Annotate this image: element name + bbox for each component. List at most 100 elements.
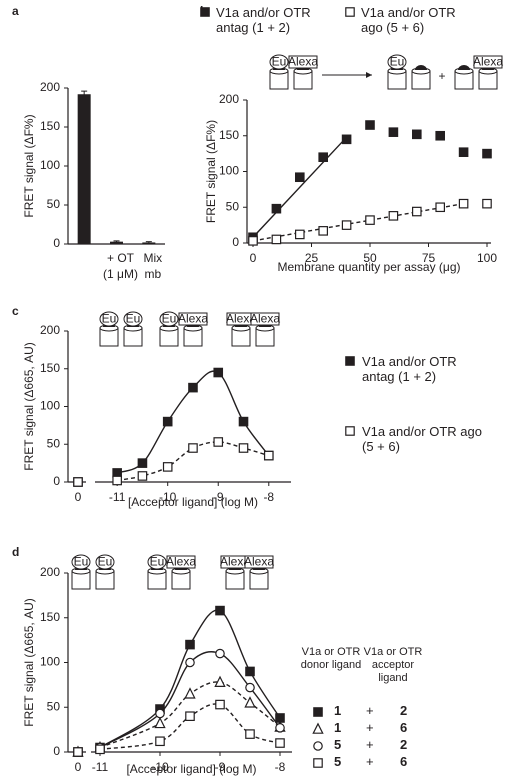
control-point bbox=[73, 477, 83, 487]
data-point bbox=[185, 657, 195, 668]
legend-join: + bbox=[366, 754, 374, 769]
legend-join: + bbox=[366, 720, 374, 735]
data-point bbox=[275, 723, 285, 733]
legend-label: V1a and/or OTR ago (5 + 6) bbox=[362, 424, 482, 454]
acceptor-label-bg bbox=[250, 312, 280, 326]
data-point bbox=[271, 234, 282, 245]
legend-marker bbox=[345, 356, 355, 366]
data-point bbox=[154, 716, 166, 729]
data-point bbox=[238, 416, 249, 427]
x-tick-label: + OT bbox=[107, 251, 135, 265]
data-point bbox=[275, 738, 285, 748]
y-tick-label: 150 bbox=[219, 128, 239, 142]
legend-marker bbox=[313, 741, 323, 751]
donor-label-bg bbox=[71, 554, 91, 570]
icon-label: Alexa bbox=[220, 555, 250, 569]
x-tick-label: 75 bbox=[422, 251, 436, 265]
donor-label-bg bbox=[159, 311, 179, 327]
fit-line bbox=[252, 202, 464, 242]
data-point bbox=[458, 147, 469, 157]
ligand-site bbox=[415, 65, 427, 70]
data-point bbox=[245, 729, 255, 739]
donor-label-bg bbox=[269, 54, 289, 70]
panel-letter: a bbox=[12, 4, 19, 18]
data-point bbox=[185, 711, 195, 721]
icon-label: Eu bbox=[74, 555, 89, 569]
legend-marker bbox=[312, 722, 324, 734]
data-point bbox=[245, 682, 255, 693]
icon-label: Eu bbox=[390, 55, 405, 69]
control-point bbox=[73, 747, 83, 757]
x-tick-label: Mix bbox=[143, 251, 162, 265]
legend-donor: 5 bbox=[334, 754, 342, 769]
data-point bbox=[155, 708, 165, 719]
legend-label: V1a and/or OTR ago (5 + 6) bbox=[361, 5, 456, 35]
y-tick-label: 200 bbox=[40, 80, 60, 94]
y-tick-label: 200 bbox=[40, 323, 60, 337]
data-point bbox=[435, 202, 445, 213]
data-point bbox=[295, 172, 305, 183]
y-tick-label: 50 bbox=[47, 436, 61, 450]
donor-label-bg bbox=[387, 54, 407, 70]
data-point bbox=[435, 130, 445, 141]
y-tick-label: 150 bbox=[40, 119, 60, 133]
x-tick-label: 50 bbox=[363, 251, 377, 265]
x-tick-label: -9 bbox=[213, 490, 224, 504]
data-point bbox=[341, 220, 352, 230]
fit-line bbox=[252, 136, 348, 238]
data-point bbox=[188, 443, 198, 453]
data-point bbox=[482, 148, 492, 159]
data-point bbox=[238, 443, 249, 453]
data-point bbox=[213, 367, 224, 378]
data-point bbox=[412, 129, 422, 140]
acceptor-label-bg bbox=[166, 555, 196, 569]
y-tick-label: 0 bbox=[232, 235, 239, 249]
donor-label-bg bbox=[123, 311, 143, 327]
bar bbox=[77, 94, 91, 245]
data-point bbox=[295, 229, 305, 240]
data-point bbox=[388, 127, 399, 137]
legend-marker bbox=[200, 7, 210, 17]
x-tick-label: -11 bbox=[92, 760, 109, 774]
x-tick-label: 100 bbox=[477, 251, 497, 265]
legend-acceptor: 6 bbox=[400, 720, 408, 735]
icon-label: Eu bbox=[98, 555, 113, 569]
icon-label: Eu bbox=[102, 312, 117, 326]
x-tick-label: -8 bbox=[263, 490, 274, 504]
data-point bbox=[244, 696, 256, 708]
legend-acceptor: 6 bbox=[400, 754, 408, 769]
acceptor-label-bg bbox=[244, 555, 274, 569]
legend-marker bbox=[313, 758, 323, 768]
x-axis-label: Membrane quantity per assay (μg) bbox=[278, 260, 461, 274]
x-axis-label: [Acceptor ligand] (log M) bbox=[128, 495, 258, 509]
data-point bbox=[137, 458, 148, 468]
x-tick-label: -8 bbox=[275, 760, 286, 774]
icon-label: Eu bbox=[162, 312, 177, 326]
data-point bbox=[155, 736, 165, 747]
y-tick-label: 50 bbox=[226, 199, 240, 213]
data-point bbox=[214, 675, 226, 687]
legend-marker bbox=[345, 426, 355, 436]
icon-label: Alexa bbox=[178, 312, 208, 326]
y-tick-label: 150 bbox=[40, 361, 60, 375]
y-axis-label: FRET signal (Δ665, AU) bbox=[22, 342, 36, 471]
curve bbox=[99, 609, 281, 749]
data-point bbox=[248, 236, 258, 246]
icon-plus: + bbox=[438, 69, 445, 83]
icon-label: Alexa bbox=[166, 555, 196, 569]
legend-marker bbox=[345, 7, 355, 17]
data-point bbox=[162, 462, 173, 472]
x-tick-label: (1 μM) bbox=[103, 267, 138, 281]
x-tick-label: -11 bbox=[109, 490, 126, 504]
panel-letter: c bbox=[12, 304, 19, 318]
data-point bbox=[188, 382, 198, 393]
data-point bbox=[412, 206, 422, 217]
acceptor-label-bg bbox=[473, 55, 503, 69]
data-point bbox=[263, 450, 274, 461]
legend-acceptor: 2 bbox=[400, 703, 408, 718]
legend-donor: 1 bbox=[334, 720, 342, 735]
data-point bbox=[271, 203, 282, 214]
icon-label: Alexa bbox=[473, 55, 503, 69]
x-tick-label: -10 bbox=[151, 760, 169, 774]
